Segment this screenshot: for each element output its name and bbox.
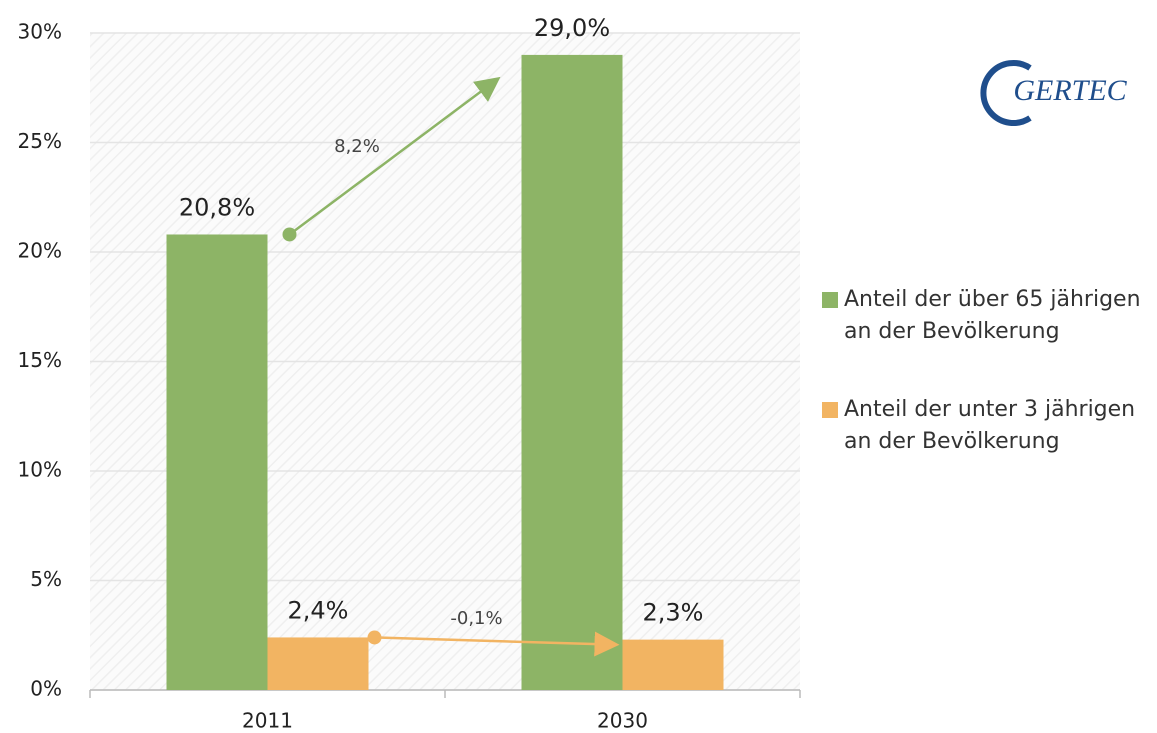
trend-start: [282, 227, 297, 242]
legend-swatch: [822, 402, 838, 418]
legend-item: Anteil der über 65 jährigen an der Bevöl…: [822, 284, 1152, 348]
bar: [267, 637, 369, 690]
legend-item: Anteil der unter 3 jährigen an der Bevöl…: [822, 394, 1152, 458]
y-tick-label: 0%: [30, 677, 62, 701]
y-tick-label: 30%: [18, 20, 62, 44]
trend-arrow: [288, 76, 501, 236]
bar: [521, 54, 623, 690]
y-tick-label: 10%: [18, 458, 62, 482]
legend: Anteil der über 65 jährigen an der Bevöl…: [822, 284, 1152, 504]
logo-text: GERTEC: [1013, 74, 1127, 107]
value-label: 20,8%: [179, 193, 255, 221]
logo: GERTEC: [980, 60, 1128, 126]
bar: [166, 234, 268, 691]
y-tick-label: 5%: [30, 567, 62, 591]
trend-start: [367, 630, 382, 645]
legend-label: Anteil der unter 3 jährigen an der Bevöl…: [844, 397, 1136, 454]
annotation: 8,2%: [334, 136, 380, 157]
bar: [622, 639, 724, 690]
x-tick-label: 2030: [597, 709, 648, 733]
value-label: 2,4%: [288, 596, 349, 624]
x-tick-label: 2011: [242, 709, 293, 733]
trend-arrow: [374, 631, 620, 657]
y-tick-label: 20%: [18, 239, 62, 263]
y-tick-label: 25%: [18, 129, 62, 153]
y-tick-label: 15%: [18, 348, 62, 372]
legend-label: Anteil der über 65 jährigen an der Bevöl…: [844, 287, 1141, 344]
value-label: 2,3%: [643, 599, 704, 627]
legend-swatch: [822, 292, 838, 308]
value-label: 29,0%: [534, 14, 610, 42]
annotation: -0,1%: [450, 608, 502, 629]
